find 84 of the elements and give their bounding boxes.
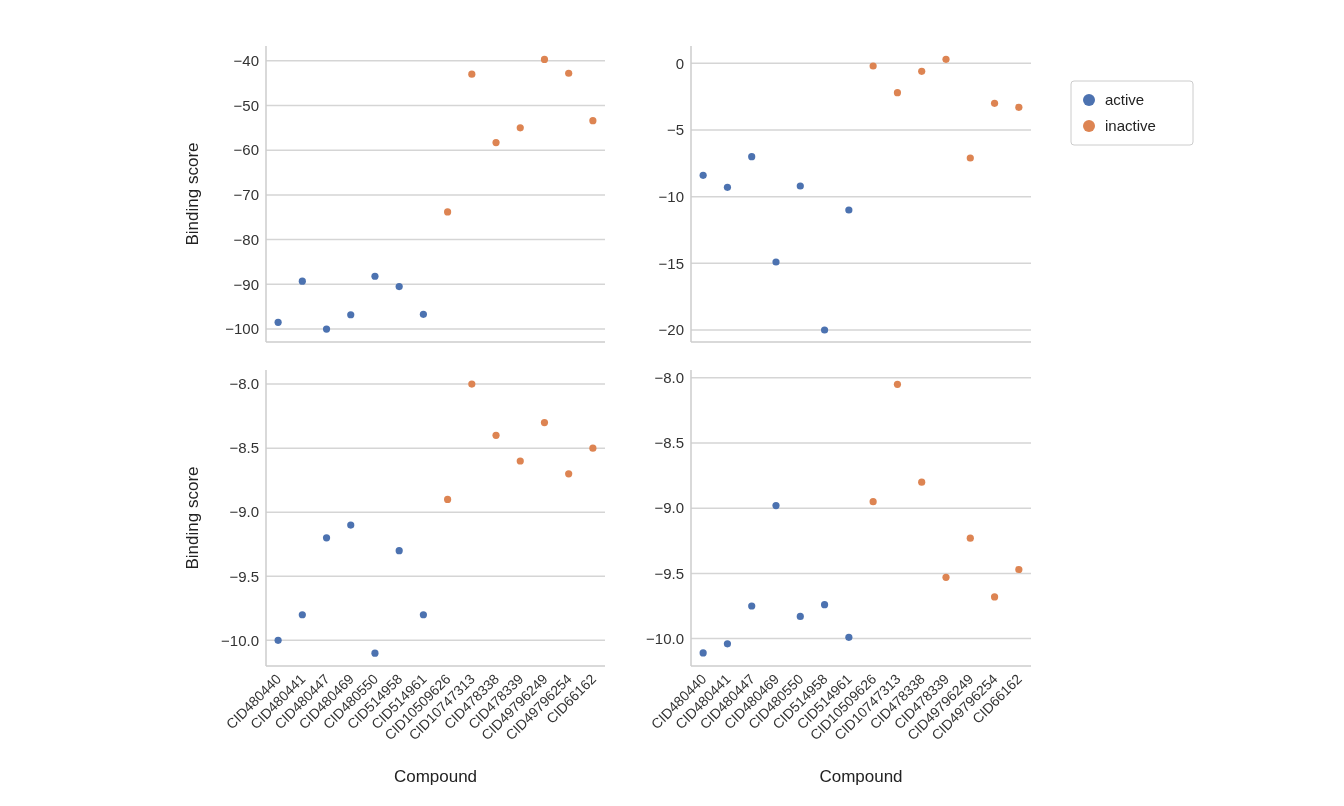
point: [298, 611, 306, 619]
point: [869, 62, 877, 70]
y-tick-label: −9.0: [229, 503, 259, 521]
point: [723, 640, 732, 648]
point: [772, 502, 780, 510]
y-tick-label: −60: [233, 141, 259, 159]
point: [274, 318, 282, 326]
point: [540, 55, 549, 64]
point: [893, 89, 902, 97]
point: [723, 183, 732, 191]
y-tick-label: −8.0: [229, 375, 259, 393]
point: [966, 154, 974, 162]
y-tick-label: −50: [233, 96, 259, 114]
point: [942, 573, 950, 581]
point: [419, 310, 427, 318]
legend-label: inactive: [1105, 117, 1156, 135]
point: [322, 325, 331, 333]
x-axis-title: Compound: [819, 767, 903, 786]
point: [444, 208, 452, 216]
point: [918, 67, 926, 75]
point: [820, 326, 829, 334]
y-axis-title: Binding score: [183, 466, 202, 570]
point: [274, 636, 282, 644]
point: [468, 70, 476, 78]
point: [748, 153, 756, 161]
legend-label: active: [1105, 91, 1145, 109]
y-tick-label: −8.0: [654, 369, 684, 387]
y-tick-label: −5: [666, 121, 684, 139]
point: [966, 534, 974, 542]
point: [796, 612, 804, 621]
point: [796, 182, 804, 190]
y-tick-label: −100: [225, 320, 259, 338]
point: [845, 206, 853, 214]
y-tick-label: −9.5: [654, 564, 684, 582]
point: [942, 55, 950, 63]
point: [845, 633, 853, 641]
point: [468, 380, 476, 388]
y-tick-label: −15: [658, 254, 684, 272]
point: [565, 69, 573, 77]
x-axis-title: Compound: [393, 767, 478, 786]
point: [347, 521, 355, 529]
point: [990, 593, 999, 601]
point: [419, 611, 427, 619]
y-tick-label: 0: [675, 54, 684, 72]
point: [322, 534, 331, 542]
point: [444, 495, 452, 504]
point: [820, 601, 829, 609]
point: [371, 649, 379, 657]
point: [699, 171, 707, 179]
y-tick-label: −10: [658, 187, 684, 205]
point: [492, 431, 500, 439]
point: [893, 380, 902, 388]
point: [990, 99, 999, 107]
point: [347, 311, 355, 319]
point: [540, 418, 549, 427]
y-tick-label: −90: [233, 275, 259, 293]
point: [395, 282, 403, 291]
point: [395, 547, 403, 555]
point: [772, 258, 780, 266]
y-tick-label: −80: [233, 230, 259, 248]
point: [748, 602, 756, 610]
point: [516, 457, 524, 465]
point: [869, 498, 877, 506]
point: [371, 272, 379, 280]
y-tick-label: −40: [233, 52, 259, 70]
point: [918, 478, 926, 486]
point: [699, 649, 707, 657]
point: [516, 124, 524, 132]
point: [1015, 565, 1023, 574]
y-tick-label: −8.5: [229, 439, 259, 457]
y-tick-label: −9.0: [654, 499, 684, 517]
point: [492, 138, 500, 147]
y-tick-label: −10.0: [646, 629, 684, 647]
point: [298, 277, 306, 285]
y-tick-label: −8.5: [654, 434, 684, 452]
point: [1015, 103, 1023, 111]
y-axis-title: Binding score: [183, 142, 202, 246]
point: [565, 470, 573, 478]
y-tick-label: −70: [233, 186, 259, 204]
y-tick-label: −9.5: [229, 567, 259, 585]
y-tick-label: −20: [658, 321, 684, 339]
point: [589, 444, 597, 452]
point: [589, 117, 597, 125]
y-tick-label: −10.0: [221, 631, 259, 649]
